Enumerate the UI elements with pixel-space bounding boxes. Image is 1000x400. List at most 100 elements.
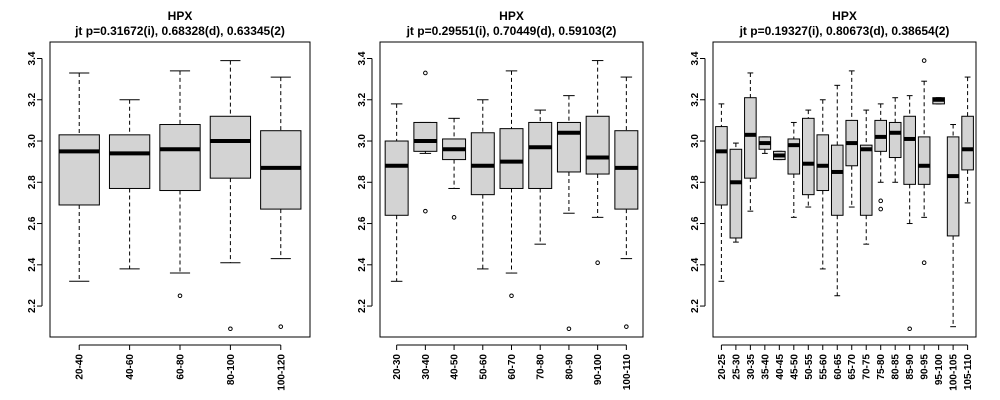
box-45-50 bbox=[787, 121, 801, 218]
x-tick-label: 100-110 bbox=[622, 354, 633, 391]
y-tick-label: 3.0 bbox=[357, 134, 368, 148]
x-tick-label: 90-95 bbox=[920, 354, 931, 380]
box-body bbox=[413, 121, 438, 152]
box-body bbox=[903, 115, 916, 185]
x-tick-label: 85-90 bbox=[905, 354, 916, 380]
y-tick-label: 3.2 bbox=[357, 92, 368, 106]
x-tick-label: 90-100 bbox=[593, 354, 604, 386]
box-85-90 bbox=[903, 95, 916, 332]
x-tick-label: 75-80 bbox=[876, 354, 887, 380]
y-tick-label: 2.4 bbox=[27, 257, 38, 271]
box-body bbox=[108, 134, 151, 189]
box-25-30 bbox=[729, 142, 743, 243]
y-tick-label: 2.8 bbox=[690, 175, 701, 189]
box-60-80 bbox=[159, 70, 201, 299]
chart-title: HPX bbox=[499, 9, 524, 23]
x-tick-label: 95-100 bbox=[934, 354, 945, 386]
box-body bbox=[556, 121, 581, 173]
box-20-25 bbox=[715, 103, 728, 282]
chart-title: HPX bbox=[168, 9, 193, 23]
box-body bbox=[787, 138, 801, 175]
outlier-point bbox=[278, 324, 284, 329]
box-body bbox=[585, 115, 610, 175]
box-20-40 bbox=[58, 72, 100, 282]
chart-subtitle: jt p=0.29551(i), 0.70449(d), 0.59103(2) bbox=[406, 24, 617, 38]
y-tick-label: 2.6 bbox=[27, 216, 38, 230]
box-35-40 bbox=[758, 136, 772, 154]
box-70-80 bbox=[528, 109, 553, 245]
outlier-point bbox=[423, 208, 428, 214]
x-tick-label: 55-60 bbox=[818, 354, 829, 380]
plot-frame bbox=[712, 41, 977, 338]
x-tick-label: 45-50 bbox=[789, 354, 800, 380]
box-75-80 bbox=[874, 103, 887, 212]
box-40-45 bbox=[773, 150, 786, 161]
x-tick-label: 80-85 bbox=[891, 354, 902, 380]
x-tick-label: 60-80 bbox=[176, 354, 187, 380]
box-body bbox=[715, 126, 728, 206]
box-body bbox=[816, 134, 830, 192]
box-40-60 bbox=[108, 99, 151, 270]
box-30-40 bbox=[413, 70, 438, 214]
box-80-85 bbox=[888, 97, 902, 183]
x-tick-label: 30-35 bbox=[746, 354, 757, 380]
box-body bbox=[499, 128, 524, 189]
outlier-point bbox=[451, 215, 457, 220]
y-tick-label: 2.8 bbox=[357, 175, 368, 189]
x-tick-label: 40-60 bbox=[125, 354, 136, 380]
box-body bbox=[830, 144, 844, 216]
chart-subtitle: jt p=0.19327(i), 0.80673(d), 0.38654(2) bbox=[739, 24, 950, 38]
box-80-100 bbox=[209, 60, 252, 332]
box-body bbox=[888, 121, 902, 159]
x-tick-label: 20-25 bbox=[717, 354, 728, 380]
outlier-point bbox=[907, 326, 912, 332]
outlier-point bbox=[595, 260, 600, 266]
outlier-point bbox=[423, 70, 428, 76]
outlier-point bbox=[228, 326, 233, 332]
outlier-point bbox=[921, 260, 927, 266]
x-tick-label: 40-50 bbox=[450, 354, 461, 380]
y-tick-label: 2.4 bbox=[357, 257, 368, 271]
box-body bbox=[961, 115, 974, 171]
x-tick-label: 100-120 bbox=[276, 354, 287, 391]
box-30-35 bbox=[744, 72, 757, 212]
box-55-60 bbox=[816, 99, 830, 270]
x-tick-label: 20-40 bbox=[75, 354, 86, 380]
outlier-point bbox=[878, 206, 884, 212]
box-body bbox=[729, 148, 743, 239]
box-body bbox=[58, 134, 100, 206]
x-tick-label: 65-70 bbox=[847, 354, 858, 380]
box-body bbox=[917, 136, 931, 185]
box-90-95 bbox=[917, 58, 931, 266]
x-tick-label: 50-55 bbox=[804, 354, 815, 380]
box-100-105 bbox=[946, 124, 960, 328]
outlier-point bbox=[509, 293, 514, 299]
box-body bbox=[614, 130, 639, 210]
box-body bbox=[528, 121, 553, 189]
box-60-70 bbox=[499, 70, 524, 299]
y-tick-label: 3.2 bbox=[690, 92, 701, 106]
y-tick-label: 2.8 bbox=[27, 175, 38, 189]
y-tick-label: 2.2 bbox=[357, 299, 368, 313]
box-65-70 bbox=[845, 70, 859, 208]
box-60-65 bbox=[830, 84, 844, 297]
y-tick-label: 2.2 bbox=[690, 299, 701, 313]
chart-title: HPX bbox=[832, 9, 857, 23]
y-tick-label: 2.6 bbox=[690, 216, 701, 230]
y-tick-label: 3.2 bbox=[27, 92, 38, 106]
x-tick-label: 105-110 bbox=[963, 354, 974, 391]
x-tick-label: 70-75 bbox=[862, 354, 873, 380]
box-50-60 bbox=[470, 99, 495, 270]
x-tick-label: 30-40 bbox=[421, 354, 432, 380]
box-100-120 bbox=[260, 76, 302, 329]
box-body bbox=[744, 97, 757, 179]
outlier-point bbox=[566, 326, 572, 332]
box-body bbox=[159, 124, 201, 192]
outlier-point bbox=[177, 293, 183, 299]
box-body bbox=[802, 117, 815, 196]
box-body bbox=[946, 136, 960, 237]
box-100-110 bbox=[614, 76, 639, 329]
